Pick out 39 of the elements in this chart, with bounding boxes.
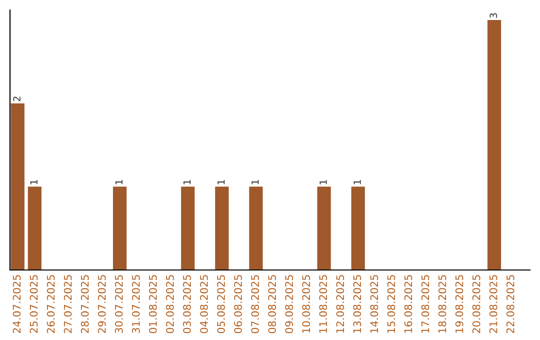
x-tick-label: 28.07.2025 bbox=[80, 275, 89, 334]
x-tick-label: 10.08.2025 bbox=[302, 275, 310, 333]
x-tick-label: 21.08.2025 bbox=[489, 275, 498, 334]
x-tick-label: 15.08.2025 bbox=[387, 275, 396, 333]
x-tick-label: 07.08.2025 bbox=[251, 275, 259, 334]
x-tick-label: 14.08.2025 bbox=[370, 275, 378, 333]
x-tick-label: 27.07.2025 bbox=[64, 275, 72, 334]
x-tick-label: 18.08.2025 bbox=[438, 275, 446, 333]
x-tick-label: 20.08.2025 bbox=[472, 275, 480, 334]
x-tick-label: 05.08.2025 bbox=[217, 275, 225, 334]
data-label: 1 bbox=[354, 180, 361, 184]
data-label: 1 bbox=[320, 180, 327, 184]
data-label: 2 bbox=[13, 96, 20, 102]
x-tick-label: 03.08.2025 bbox=[183, 275, 191, 334]
data-label: 1 bbox=[30, 180, 38, 184]
x-tick-label: 12.08.2025 bbox=[336, 275, 344, 333]
x-tick-label: 31.07.2025 bbox=[132, 275, 140, 334]
data-label: 1 bbox=[115, 180, 122, 184]
data-label: 3 bbox=[490, 13, 498, 18]
x-tick-label: 17.08.2025 bbox=[421, 275, 430, 333]
x-tick-label: 06.08.2025 bbox=[234, 275, 242, 334]
data-label: 1 bbox=[218, 180, 225, 184]
x-tick-label: 09.08.2025 bbox=[285, 275, 294, 334]
x-tick-label: 19.08.2025 bbox=[455, 275, 464, 333]
x-tick-label: 25.07.2025 bbox=[30, 275, 38, 334]
x-tick-label: 08.08.2025 bbox=[268, 275, 276, 334]
x-tick-label: 13.08.2025 bbox=[353, 275, 362, 333]
x-tick-label: 04.08.2025 bbox=[200, 275, 208, 334]
x-tick-label: 30.07.2025 bbox=[114, 275, 123, 334]
data-label: 1 bbox=[183, 180, 191, 184]
x-tick-label: 22.08.2025 bbox=[506, 275, 514, 334]
x-tick-label: 26.07.2025 bbox=[46, 275, 55, 334]
x-tick-label: 01.08.2025 bbox=[148, 275, 157, 334]
x-tick-label: 16.08.2025 bbox=[404, 275, 412, 333]
x-tick-label: 29.07.2025 bbox=[98, 275, 106, 334]
x-tick-label: 24.07.2025 bbox=[12, 275, 21, 334]
x-tick-label: 11.08.2025 bbox=[319, 275, 328, 333]
data-label: 1 bbox=[252, 180, 259, 184]
x-tick-label: 02.08.2025 bbox=[166, 275, 174, 334]
